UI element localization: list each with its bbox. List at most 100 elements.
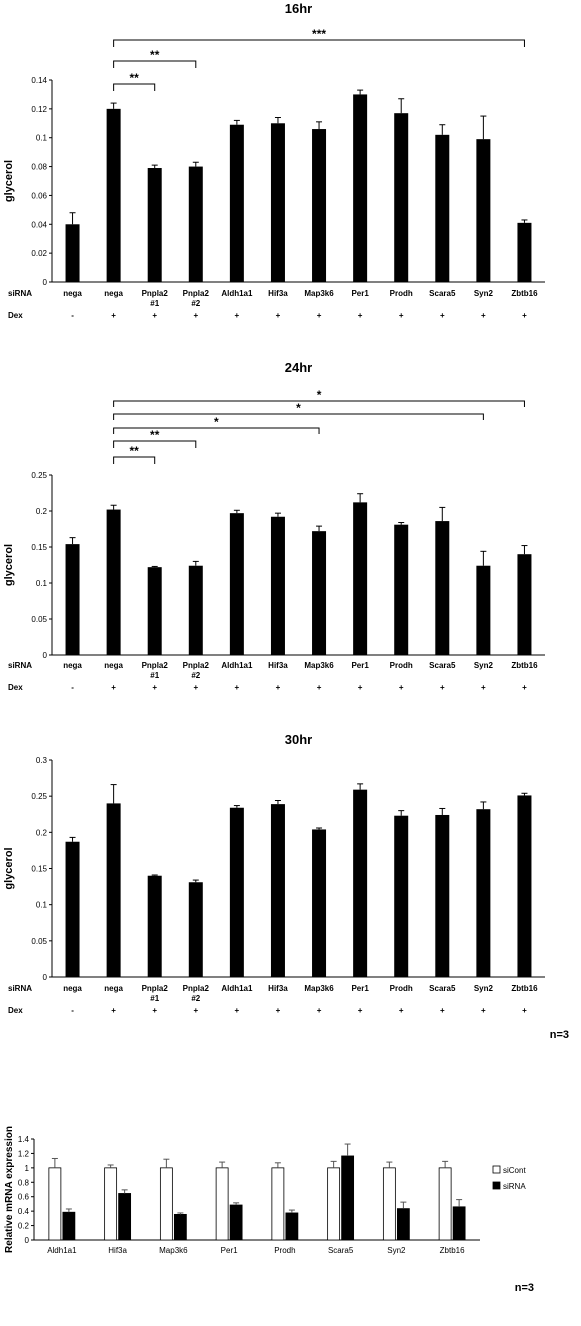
bar: [476, 565, 491, 655]
category-label: Scara5: [429, 661, 456, 670]
y-tick-label: 0: [43, 278, 48, 287]
y-tick-label: 0.6: [18, 1193, 30, 1202]
bar: [188, 882, 203, 977]
y-axis-label: Relative mRNA expression: [4, 1126, 15, 1253]
dex-label: +: [358, 683, 363, 692]
dex-label: +: [111, 1006, 116, 1015]
category-label: nega: [104, 289, 123, 298]
y-axis-label: glycerol: [3, 544, 15, 586]
row-label-dex: Dex: [8, 1006, 23, 1015]
category-label: #1: [150, 671, 159, 680]
category-label: Syn2: [474, 984, 494, 993]
bar: [435, 521, 450, 655]
dex-label: +: [193, 683, 198, 692]
bar: [394, 524, 409, 655]
category-label: Map3k6: [304, 661, 334, 670]
dex-label: +: [317, 1006, 322, 1015]
dex-label: +: [522, 683, 527, 692]
category-label: Pnpla2: [183, 661, 210, 670]
bar-siCont: [215, 1167, 229, 1241]
bar-siCont: [382, 1167, 396, 1241]
dex-label: -: [71, 311, 74, 320]
bar: [147, 168, 162, 282]
row-label-sirna: siRNA: [8, 984, 32, 993]
category-label: nega: [63, 984, 82, 993]
bar: [312, 129, 327, 282]
significance-label: **: [129, 71, 139, 85]
significance-label: *: [214, 415, 219, 429]
bar-siRNA: [118, 1193, 132, 1241]
category-label: Pnpla2: [142, 661, 169, 670]
category-label: #2: [191, 671, 200, 680]
bar-siCont: [438, 1167, 452, 1241]
row-label-sirna: siRNA: [8, 661, 32, 670]
significance-bracket: [113, 456, 156, 464]
y-tick-label: 0.2: [18, 1222, 30, 1231]
category-label: Hif3a: [268, 289, 288, 298]
category-label: Scara5: [429, 984, 456, 993]
category-label: Prodh: [274, 1246, 295, 1255]
y-tick-label: 0: [43, 651, 48, 660]
dex-label: +: [317, 311, 322, 320]
bar: [229, 807, 244, 977]
dex-label: +: [111, 311, 116, 320]
y-tick-label: 0.06: [31, 191, 47, 200]
bar: [65, 841, 80, 977]
dex-label: +: [235, 311, 240, 320]
bar: [106, 803, 121, 977]
bar: [229, 124, 244, 282]
y-tick-label: 0: [25, 1236, 30, 1245]
category-label: Syn2: [474, 289, 494, 298]
dex-label: +: [152, 683, 157, 692]
bar: [229, 513, 244, 655]
bar-siRNA: [229, 1204, 243, 1241]
dex-label: +: [399, 1006, 404, 1015]
y-tick-label: 1: [25, 1164, 30, 1173]
glycerol-chart-24hr: 24hr glycerol 0 0.05 0.1 0.15 0.2 0.25 siRNA Dex n…: [3, 360, 545, 692]
y-tick-label: 0.1: [36, 134, 48, 143]
chart-title: 24hr: [285, 360, 312, 375]
significance-bracket: [113, 413, 484, 420]
y-tick-label: 0.2: [36, 828, 48, 837]
bar-siRNA: [62, 1211, 76, 1241]
row-label-dex: Dex: [8, 311, 23, 320]
significance-bracket: [113, 39, 525, 47]
dex-label: +: [193, 1006, 198, 1015]
y-tick-label: 1.2: [18, 1149, 30, 1158]
legend: siCont siRNA: [492, 1165, 526, 1191]
bar: [65, 544, 80, 655]
dex-label: -: [71, 683, 74, 692]
category-label: Syn2: [474, 661, 494, 670]
bar-siRNA: [341, 1155, 355, 1241]
category-label: Prodh: [390, 661, 413, 670]
category-label: Map3k6: [159, 1246, 188, 1255]
dex-label: +: [276, 311, 281, 320]
significance-bracket: [113, 440, 197, 448]
bar: [65, 224, 80, 282]
dex-label: +: [399, 683, 404, 692]
bar: [476, 809, 491, 977]
dex-label: +: [276, 683, 281, 692]
bar: [435, 134, 450, 282]
category-label: Aldh1a1: [221, 289, 253, 298]
category-label: Hif3a: [268, 984, 288, 993]
y-tick-label: 1.4: [18, 1135, 30, 1144]
glycerol-chart-16hr: 16hr glycerol 0 0.02 0.04 0.06 0.08 0.1 0.12 0.14…: [3, 1, 545, 320]
significance-label: *: [296, 401, 301, 415]
dex-label: +: [358, 311, 363, 320]
dex-label: +: [440, 311, 445, 320]
bar-siCont: [327, 1167, 341, 1241]
dex-label: +: [276, 1006, 281, 1015]
y-tick-label: 0.1: [36, 579, 48, 588]
category-label: Per1: [351, 661, 369, 670]
category-label: Per1: [351, 984, 369, 993]
y-tick-label: 0: [43, 973, 48, 982]
category-label: Zbtb16: [511, 289, 538, 298]
category-label: Map3k6: [304, 984, 334, 993]
significance-label: ***: [312, 27, 326, 41]
significance-label: **: [150, 48, 160, 62]
y-tick-label: 0.25: [31, 471, 47, 480]
y-tick-label: 0.12: [31, 105, 47, 114]
glycerol-chart-30hr: 30hr glycerol 0 0.05 0.1 0.15 0.2 0.25 0.3 siRNA D…: [3, 732, 569, 1041]
